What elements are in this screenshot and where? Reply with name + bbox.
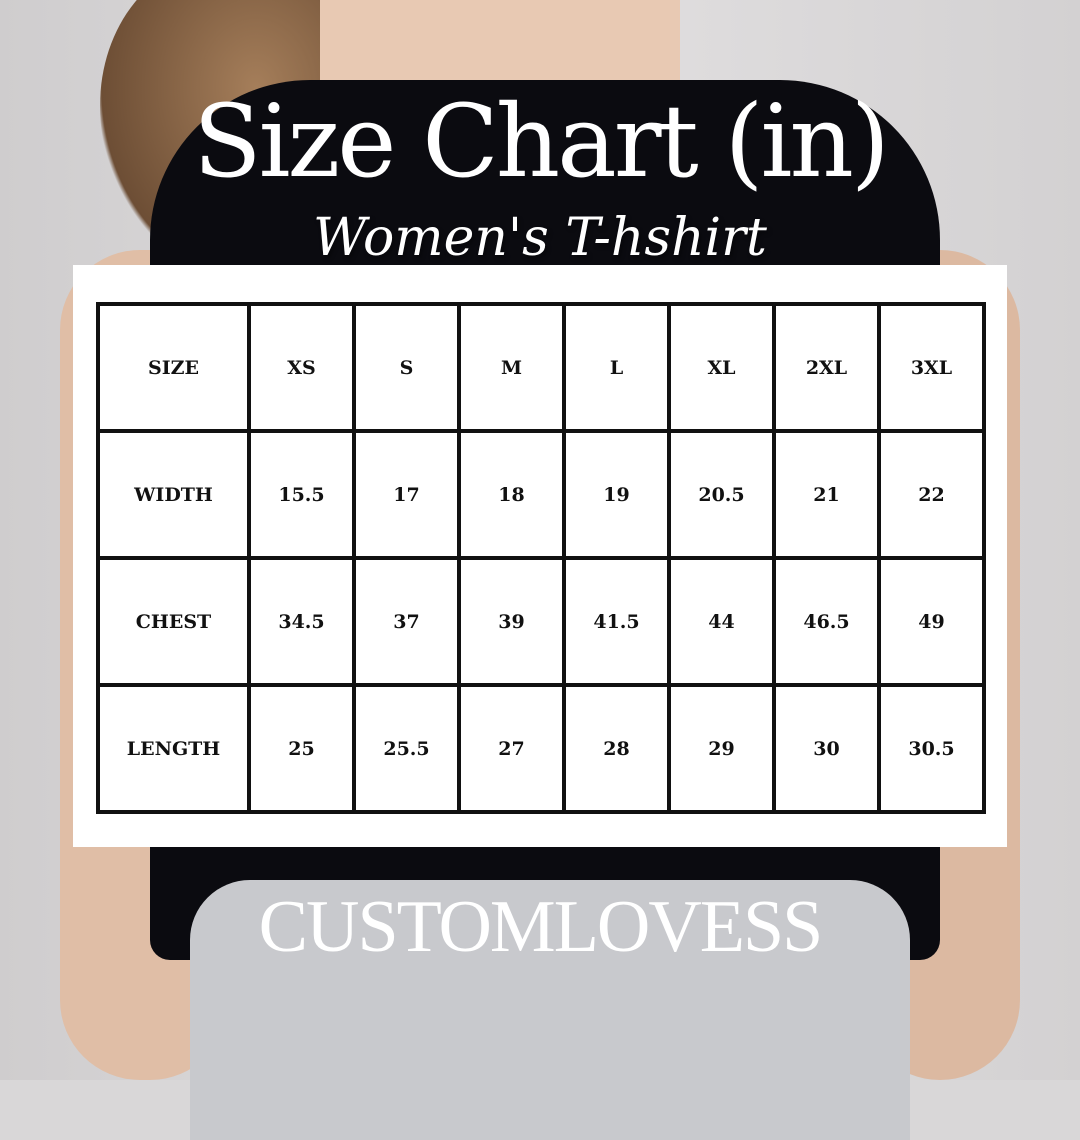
table-cell: 3XL — [879, 304, 984, 431]
row-label: WIDTH — [98, 431, 249, 558]
table-row: CHEST 34.5 37 39 41.5 44 46.5 49 — [98, 558, 984, 685]
table-cell: 18 — [459, 431, 564, 558]
table-row: LENGTH 25 25.5 27 28 29 30 30.5 — [98, 685, 984, 812]
table-cell: M — [459, 304, 564, 431]
table-cell: 34.5 — [249, 558, 354, 685]
page-title: Size Chart (in) — [193, 83, 890, 200]
table-cell: 39 — [459, 558, 564, 685]
table-cell: 27 — [459, 685, 564, 812]
subtitle: Women's T-hshirt — [313, 208, 767, 268]
brand-name: CUSTOMLOVESS — [258, 886, 824, 968]
table-header-row: SIZE XS S M L XL 2XL 3XL — [98, 304, 984, 431]
table-cell: 49 — [879, 558, 984, 685]
table-cell: 29 — [669, 685, 774, 812]
table-cell: 2XL — [774, 304, 879, 431]
table-cell: 28 — [564, 685, 669, 812]
table-cell: 30 — [774, 685, 879, 812]
table-cell: 17 — [354, 431, 459, 558]
size-chart-card: SIZE XS S M L XL 2XL 3XL WIDTH 15.5 17 18 19 20.5 21 22… — [73, 265, 1007, 847]
table-cell: 21 — [774, 431, 879, 558]
table-cell: L — [564, 304, 669, 431]
table-cell: 25 — [249, 685, 354, 812]
table-cell: XL — [669, 304, 774, 431]
table-cell: 44 — [669, 558, 774, 685]
table-cell: 41.5 — [564, 558, 669, 685]
size-table: SIZE XS S M L XL 2XL 3XL WIDTH 15.5 17 18 19 20.5 21 22… — [96, 302, 986, 814]
row-label: SIZE — [98, 304, 249, 431]
table-cell: 25.5 — [354, 685, 459, 812]
table-cell: 37 — [354, 558, 459, 685]
table-cell: 19 — [564, 431, 669, 558]
table-row: WIDTH 15.5 17 18 19 20.5 21 22 — [98, 431, 984, 558]
row-label: CHEST — [98, 558, 249, 685]
table-cell: 15.5 — [249, 431, 354, 558]
table-cell: XS — [249, 304, 354, 431]
table-cell: 22 — [879, 431, 984, 558]
table-cell: 46.5 — [774, 558, 879, 685]
table-cell: 30.5 — [879, 685, 984, 812]
row-label: LENGTH — [98, 685, 249, 812]
table-cell: S — [354, 304, 459, 431]
table-cell: 20.5 — [669, 431, 774, 558]
